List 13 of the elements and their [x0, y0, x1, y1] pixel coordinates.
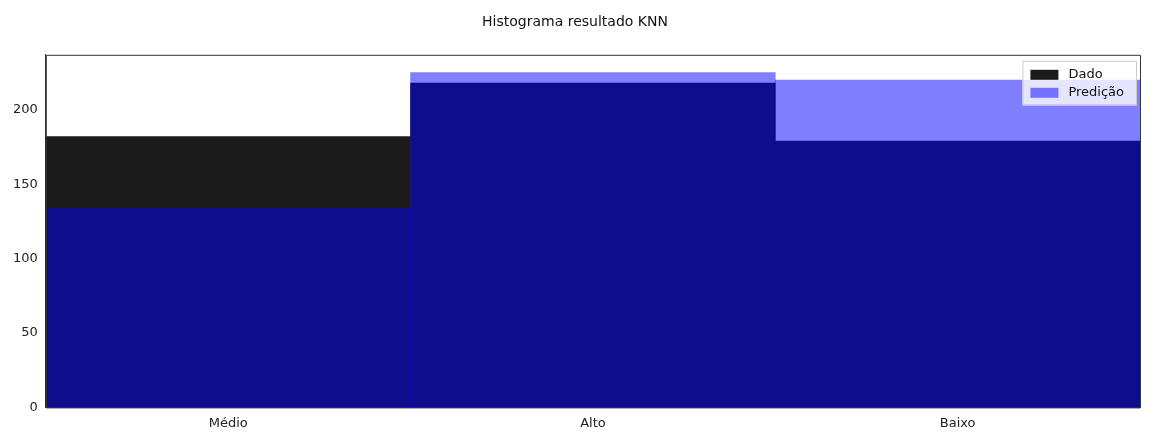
bar [774, 79, 1140, 408]
y-tick-label: 200 [12, 101, 38, 117]
x-tick-label: Médio [208, 414, 248, 430]
x-tick-label: Alto [580, 414, 606, 430]
bar [45, 207, 411, 408]
y-tick-label: 100 [12, 250, 38, 265]
y-tick-label: 50 [21, 324, 38, 340]
x-tick-label: Baixo [939, 414, 976, 430]
legend-label: Dado [1068, 66, 1103, 82]
legend-label: Predição [1068, 84, 1125, 100]
chart-title: Histograma resultado KNN [482, 13, 668, 30]
y-tick-label: 150 [12, 175, 38, 191]
y-tick-label: 0 [29, 398, 38, 414]
